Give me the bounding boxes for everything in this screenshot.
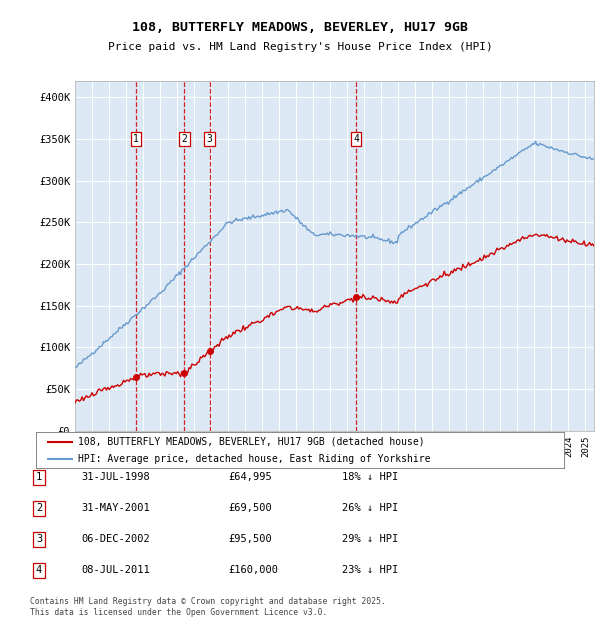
Text: 31-JUL-1998: 31-JUL-1998 xyxy=(81,472,150,482)
Text: 2: 2 xyxy=(181,134,187,144)
Text: 08-JUL-2011: 08-JUL-2011 xyxy=(81,565,150,575)
Text: £160,000: £160,000 xyxy=(228,565,278,575)
Text: 1: 1 xyxy=(36,472,42,482)
Text: 2: 2 xyxy=(36,503,42,513)
Text: £69,500: £69,500 xyxy=(228,503,272,513)
Text: £64,995: £64,995 xyxy=(228,472,272,482)
Text: 18% ↓ HPI: 18% ↓ HPI xyxy=(342,472,398,482)
Text: 26% ↓ HPI: 26% ↓ HPI xyxy=(342,503,398,513)
Text: 108, BUTTERFLY MEADOWS, BEVERLEY, HU17 9GB: 108, BUTTERFLY MEADOWS, BEVERLEY, HU17 9… xyxy=(132,22,468,34)
Text: 3: 3 xyxy=(36,534,42,544)
Text: 06-DEC-2002: 06-DEC-2002 xyxy=(81,534,150,544)
Text: 108, BUTTERFLY MEADOWS, BEVERLEY, HU17 9GB (detached house): 108, BUTTERFLY MEADOWS, BEVERLEY, HU17 9… xyxy=(78,437,425,447)
Text: Price paid vs. HM Land Registry's House Price Index (HPI): Price paid vs. HM Land Registry's House … xyxy=(107,42,493,52)
Text: HPI: Average price, detached house, East Riding of Yorkshire: HPI: Average price, detached house, East… xyxy=(78,454,431,464)
Text: 1: 1 xyxy=(133,134,139,144)
Text: £95,500: £95,500 xyxy=(228,534,272,544)
Text: 4: 4 xyxy=(353,134,359,144)
Text: 23% ↓ HPI: 23% ↓ HPI xyxy=(342,565,398,575)
Text: 31-MAY-2001: 31-MAY-2001 xyxy=(81,503,150,513)
Text: Contains HM Land Registry data © Crown copyright and database right 2025.
This d: Contains HM Land Registry data © Crown c… xyxy=(30,598,386,617)
Text: 4: 4 xyxy=(36,565,42,575)
Text: 29% ↓ HPI: 29% ↓ HPI xyxy=(342,534,398,544)
Text: 3: 3 xyxy=(207,134,213,144)
